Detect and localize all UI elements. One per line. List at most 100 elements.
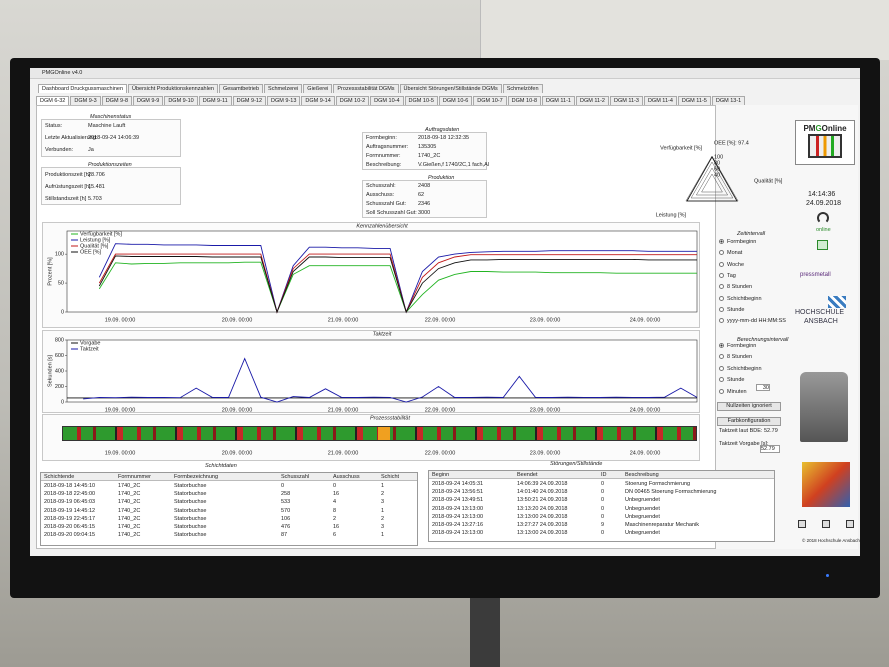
radio[interactable] xyxy=(719,295,724,301)
radio-label[interactable]: Minuten xyxy=(727,388,747,395)
radio-label[interactable]: Formbeginn xyxy=(727,343,757,349)
toolbar-icon[interactable] xyxy=(798,520,806,528)
machine-tab[interactable]: DGM 9-9 xyxy=(133,96,164,105)
machine-tab[interactable]: DGM 11-2 xyxy=(576,96,609,105)
machine-tab[interactable]: DGM 10-4 xyxy=(370,96,404,105)
radio-label[interactable]: 8 Stunden xyxy=(727,284,753,291)
radio[interactable] xyxy=(719,318,724,324)
field-label: Schusszahl: xyxy=(366,183,396,189)
table-cell: Unbegruendet xyxy=(625,513,660,520)
table-cell: 14:06:39 24.09.2018 xyxy=(517,481,568,487)
radio-label[interactable]: 8 Stunden xyxy=(727,354,753,361)
table-header: Beendet xyxy=(517,472,538,478)
toolbar-icon[interactable] xyxy=(822,520,830,528)
table-cell: 16 xyxy=(333,524,340,530)
clock-date: 24.09.2018 xyxy=(806,200,842,207)
x-tick-label: 20.09. 00:00 xyxy=(222,407,253,413)
machine-tab[interactable]: DGM 6-32 xyxy=(36,96,70,105)
wifi-icon xyxy=(817,212,829,224)
table-cell: 2018-09-24 14:05:31 xyxy=(432,481,484,487)
main-tab[interactable]: Übersicht Produktionskennzahlen xyxy=(128,84,218,93)
radio[interactable] xyxy=(719,388,724,394)
machine-tab[interactable]: DGM 9-3 xyxy=(70,96,101,105)
machine-tab[interactable]: DGM 9-12 xyxy=(232,96,267,105)
machine-tab[interactable]: DGM 10-8 xyxy=(507,96,542,105)
table-cell: 1 xyxy=(381,507,385,514)
minutes-input[interactable]: 30 xyxy=(756,384,770,391)
machine-tab[interactable]: DGM 11-3 xyxy=(609,96,643,105)
table-cell: 13:13:20 24.09.2018 xyxy=(517,505,568,512)
radio-label[interactable]: Schichtbeginn xyxy=(727,295,762,302)
radio[interactable] xyxy=(719,284,724,290)
y-tick-label: 800 xyxy=(55,337,64,343)
machine-tab[interactable]: DGM 11-4 xyxy=(643,96,677,105)
machine-tab[interactable]: DGM 11-5 xyxy=(677,96,711,105)
radio[interactable] xyxy=(719,354,724,360)
machine-tab[interactable]: DGM 9-14 xyxy=(301,96,335,105)
machine-tab[interactable]: DGM 10-2 xyxy=(335,96,370,105)
table-header: Schicht xyxy=(381,474,400,480)
table-header: Ausschuss xyxy=(333,474,360,480)
main-tab[interactable]: Schmelzerei xyxy=(264,84,303,93)
radar-ring xyxy=(695,167,729,196)
field-value[interactable]: 52.79 xyxy=(760,445,780,453)
table-cell: 3 xyxy=(381,499,385,506)
radio[interactable] xyxy=(719,261,724,267)
radio-label[interactable]: yyyy-mm-dd HH:MM:SS xyxy=(727,318,786,325)
field-label: Ausschuss: xyxy=(366,192,395,198)
table-cell: 16 xyxy=(333,491,340,498)
radio[interactable] xyxy=(719,343,724,348)
radio-label[interactable]: Tag xyxy=(727,272,736,279)
main-tab[interactable]: Dashboard Druckgussmaschinen xyxy=(38,84,128,93)
radio[interactable] xyxy=(719,377,724,383)
main-tab[interactable]: Prozessstabilität DGMs xyxy=(333,84,399,93)
radio[interactable] xyxy=(719,239,724,244)
toolbar-icon[interactable] xyxy=(846,520,854,528)
machine-tab[interactable]: DGM 9-10 xyxy=(164,96,198,105)
main-tab[interactable]: Schmelzöfen xyxy=(502,84,543,93)
button[interactable]: Nullzeiten ignoriert xyxy=(717,402,781,411)
table-cell: 2 xyxy=(381,515,385,522)
machine-tab[interactable]: DGM 10-6 xyxy=(438,96,473,105)
radio-label[interactable]: Schichtbeginn xyxy=(727,365,762,372)
table-header: Formbezeichnung xyxy=(174,474,219,480)
table-cell: 2 xyxy=(381,491,385,498)
group-title: Zeitintervall xyxy=(737,231,766,237)
radio-label[interactable]: Monat xyxy=(727,250,743,257)
y-tick-label: 100 xyxy=(55,252,64,258)
machine-tab[interactable]: DGM 11-1 xyxy=(542,96,575,105)
legend-label: Vorgabe xyxy=(80,340,101,346)
field-label: Soll Schusszahl Gut: xyxy=(366,210,417,216)
machine-tab[interactable]: DGM 10-5 xyxy=(404,96,438,105)
radio-label[interactable]: Woche xyxy=(727,261,745,268)
parts-image xyxy=(802,462,850,507)
ceiling-panel xyxy=(480,0,889,60)
radio-label[interactable]: Formbeginn xyxy=(727,239,757,245)
radio[interactable] xyxy=(719,250,724,256)
table-header: Formnummer xyxy=(118,474,152,480)
machine-tab[interactable]: DGM 10-7 xyxy=(473,96,507,105)
title-bar xyxy=(30,68,860,79)
radio-label[interactable]: Stunde xyxy=(727,306,745,313)
machine-tab[interactable]: DGM 9-11 xyxy=(198,96,232,105)
machine-tab[interactable]: DGM 9-13 xyxy=(267,96,301,105)
radio[interactable] xyxy=(719,306,724,312)
radio-label[interactable]: Stunde xyxy=(727,377,745,384)
machine-tab[interactable]: DGM 13-1 xyxy=(711,96,746,105)
main-tab[interactable]: Gießerei xyxy=(303,84,333,93)
table-cell: 2018-09-24 13:13:00 xyxy=(432,513,484,520)
field-label: Stillstandszeit [h] xyxy=(45,196,87,202)
table-cell: Statorbuchse xyxy=(174,499,207,506)
radar-tick: 80 xyxy=(714,160,720,166)
table-cell: 1 xyxy=(381,483,385,489)
machine-tab[interactable]: DGM 9-8 xyxy=(101,96,132,105)
radio[interactable] xyxy=(719,272,724,278)
table-cell: Unbegruendet xyxy=(625,497,660,504)
refresh-icon[interactable] xyxy=(817,240,828,250)
radio[interactable] xyxy=(719,365,724,371)
main-tab[interactable]: Gesamtbetrieb xyxy=(218,84,264,93)
main-tab[interactable]: Übersicht Störungen/Stillstände DGMs xyxy=(399,84,502,93)
button[interactable]: Farbkonfiguration xyxy=(717,417,781,426)
radar-tick: 40 xyxy=(714,172,720,178)
